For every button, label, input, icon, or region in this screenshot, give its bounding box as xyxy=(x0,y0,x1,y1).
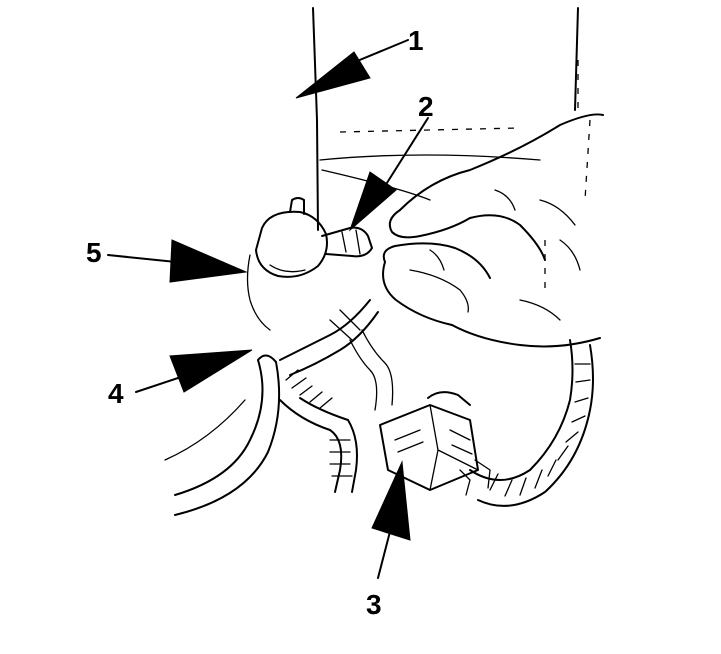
callout-1: 1 xyxy=(408,25,424,56)
technician-hand xyxy=(382,113,604,348)
arrow-2-shaft xyxy=(384,117,429,187)
arrow-5-shaft xyxy=(107,254,177,263)
callout-2: 2 xyxy=(418,91,434,122)
sensor-assembly xyxy=(246,197,373,331)
arrow-5-head xyxy=(169,239,248,283)
callout-5: 5 xyxy=(86,237,102,268)
arrow-1-head xyxy=(295,51,371,99)
electrical-connector xyxy=(379,391,491,496)
wire-harness-conduit xyxy=(279,299,594,507)
hose xyxy=(164,354,281,516)
arrow-1-shaft xyxy=(349,39,409,65)
callout-4: 4 xyxy=(108,378,124,409)
arrow-2-head xyxy=(348,171,397,232)
panel-outline xyxy=(312,7,591,290)
callout-arrows xyxy=(107,39,429,579)
callout-3: 3 xyxy=(366,589,382,620)
arrow-3-head xyxy=(371,460,411,541)
arrow-4-head xyxy=(169,349,253,393)
